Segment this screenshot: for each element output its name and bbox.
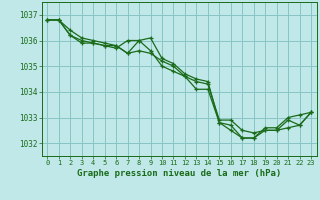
- X-axis label: Graphe pression niveau de la mer (hPa): Graphe pression niveau de la mer (hPa): [77, 169, 281, 178]
